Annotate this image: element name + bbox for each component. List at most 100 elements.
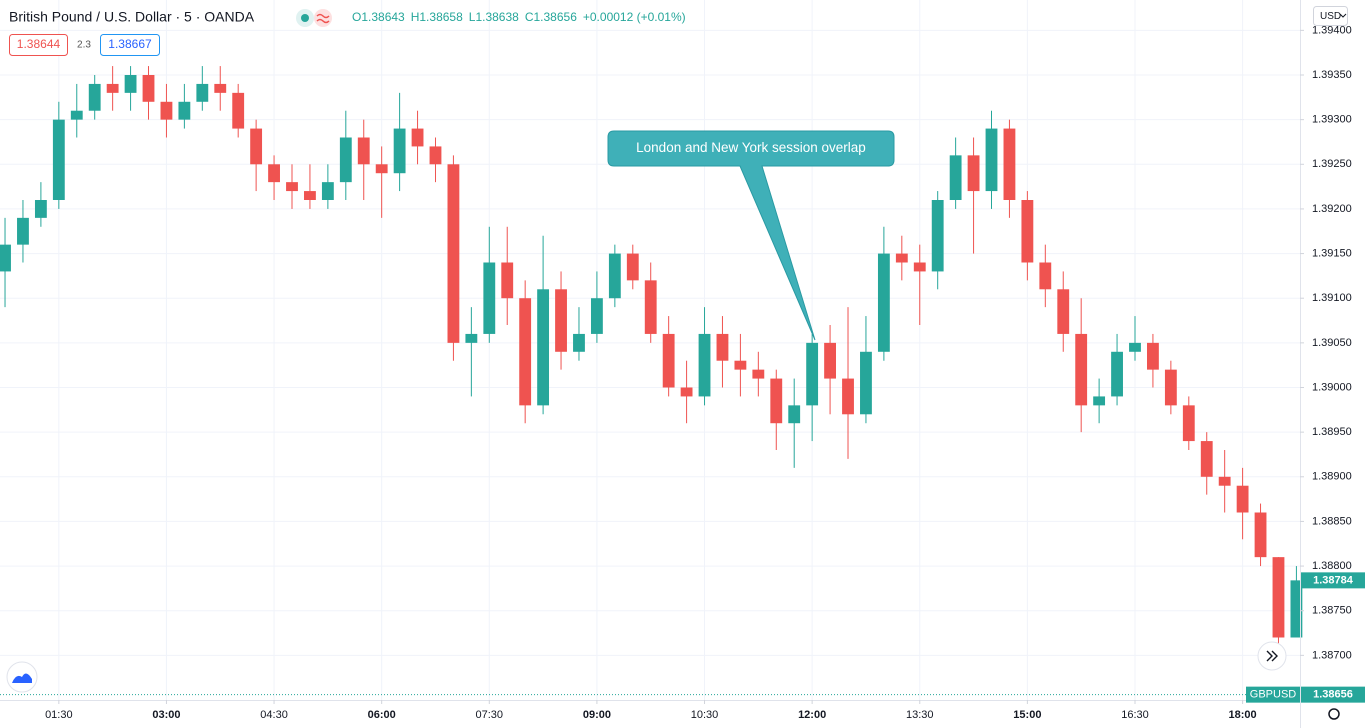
y-tick-label: 1.38750 [1312, 605, 1352, 617]
candles [0, 66, 1303, 647]
y-tick-label: 1.38800 [1312, 560, 1352, 572]
y-tick-label: 1.38700 [1312, 649, 1352, 661]
scroll-icon [1266, 650, 1278, 662]
y-tick-label: 1.39250 [1312, 158, 1352, 170]
candle-body [1290, 580, 1303, 638]
candle-body [662, 333, 675, 388]
candle-body [1254, 512, 1267, 558]
x-tick-label: 09:00 [583, 709, 611, 721]
candle-body [985, 128, 998, 192]
candle-body [1039, 262, 1052, 290]
candle-body [519, 298, 532, 406]
candle-body [483, 262, 496, 334]
candle-body [321, 182, 334, 200]
axes: 1.38700 1.38750 1.38800 1.38850 1.38900 1.389… [45, 24, 1365, 721]
candle-body [573, 333, 585, 352]
candle-body [1093, 396, 1106, 406]
candle-body [106, 83, 119, 93]
candle-body [1272, 557, 1285, 638]
annotation-text: London and New York session overlap [636, 140, 866, 155]
candle-body [1075, 333, 1088, 406]
candle-body [770, 378, 783, 424]
candle-body [52, 119, 65, 200]
candle-body [214, 83, 227, 93]
chart-title: British Pound / U.S. Dollar · 5 · OANDA [9, 9, 255, 25]
candle-body [1200, 441, 1213, 477]
candle-body [286, 182, 298, 192]
currency-caret [1339, 13, 1347, 18]
candle-body [1003, 128, 1016, 200]
candle-body [752, 369, 765, 379]
x-tick-label: 01:30 [45, 709, 73, 721]
candle-body [268, 164, 280, 183]
y-tick-label: 1.38900 [1312, 471, 1352, 483]
candle-body [537, 289, 550, 406]
currency-label[interactable]: USD [1320, 11, 1341, 22]
wave-icon[interactable] [316, 13, 330, 24]
candle-body [1147, 342, 1159, 370]
candle-body [393, 128, 406, 174]
candle-body [608, 253, 621, 299]
last-price-label: 1.38784 [1313, 574, 1354, 586]
candle-body [1129, 342, 1141, 352]
annotation-callout [607, 130, 895, 341]
candle-body [1182, 405, 1195, 442]
spread: 2.3 [77, 40, 91, 51]
reference-price-label: 1.38656 [1313, 689, 1353, 701]
y-tick-label: 1.39050 [1312, 337, 1352, 349]
candle-body [698, 333, 711, 397]
buy-price[interactable]: 1.38667 [108, 37, 152, 51]
candle-body [304, 191, 316, 200]
y-tick-label: 1.39150 [1312, 247, 1352, 259]
currency-button[interactable] [1313, 6, 1348, 26]
candle-body [555, 289, 567, 352]
candle-body [142, 75, 155, 102]
sell-box[interactable] [9, 34, 68, 56]
candle-body [1236, 485, 1249, 513]
x-tick-label: 07:30 [476, 709, 504, 721]
candle-body [734, 360, 747, 370]
sell-price[interactable]: 1.38644 [17, 37, 61, 51]
candle-body [842, 378, 854, 415]
ohlc-value: L1.38638 [469, 10, 519, 24]
candle-body [375, 164, 388, 174]
candle-body [124, 75, 137, 93]
eye-icon[interactable] [301, 14, 309, 22]
buy-box[interactable] [100, 34, 160, 56]
candle-body [339, 137, 352, 183]
ohlc-value: O1.38643 [352, 10, 405, 24]
candle-body [196, 83, 209, 102]
candle-body [0, 244, 11, 272]
candle-body [895, 253, 908, 263]
candle-body [429, 146, 442, 165]
settings-icon[interactable] [1328, 708, 1340, 720]
header-icons [296, 9, 332, 27]
y-tick-label: 1.38950 [1312, 426, 1352, 438]
x-tick-label: 06:00 [368, 709, 396, 721]
x-tick-label: 04:30 [260, 709, 288, 721]
candle-body [17, 217, 29, 245]
y-tick-label: 1.39350 [1312, 69, 1352, 81]
candle-body [860, 351, 872, 415]
x-tick-label: 03:00 [152, 709, 180, 721]
candle-body [1057, 289, 1070, 334]
x-tick-label: 18:00 [1229, 709, 1257, 721]
candle-body [949, 155, 962, 200]
x-tick-label: 16:30 [1121, 709, 1149, 721]
ohlc-value: +0.00012 (+0.01%) [583, 10, 686, 24]
candle-body [824, 342, 836, 379]
candle-body [626, 253, 639, 281]
x-tick-label: 13:30 [906, 709, 934, 721]
candle-body [465, 333, 478, 343]
last-price-badge [1301, 572, 1365, 589]
candle-body [1021, 200, 1034, 263]
candle-body [1164, 369, 1177, 406]
x-tick-label: 10:30 [691, 709, 719, 721]
candle-body [88, 83, 101, 111]
candle-body [644, 280, 657, 334]
y-tick-label: 1.39300 [1312, 114, 1352, 126]
candle-body [806, 342, 819, 406]
candle-body [716, 333, 729, 361]
